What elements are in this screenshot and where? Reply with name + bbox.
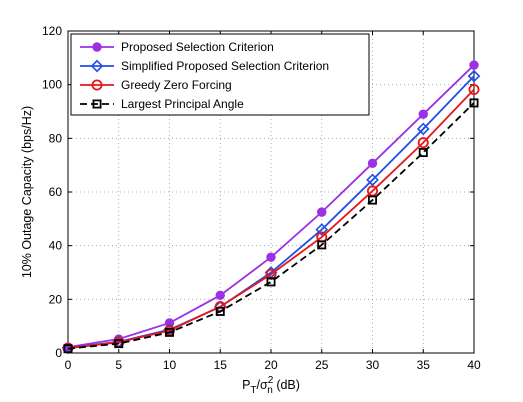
x-axis-label: PT/σ2 n (dB): [242, 375, 300, 396]
legend-marker: [90, 59, 104, 73]
x-axis-label-sub-n: n: [267, 385, 273, 396]
x-axis-label-unit: (dB): [273, 378, 300, 392]
y-tick-label: 20: [49, 292, 63, 306]
y-axis-label: 10% Outage Capacity (bps/Hz): [20, 106, 34, 278]
data-point: [315, 223, 329, 236]
y-tick-label: 0: [55, 346, 62, 360]
y-tick-label: 40: [49, 239, 63, 253]
legend: Proposed Selection Criterion Simplified P…: [70, 33, 370, 116]
data-point: [367, 158, 378, 168]
legend-entry: Largest Principal Angle: [80, 97, 244, 111]
data-point: [366, 185, 378, 197]
data-point: [63, 344, 73, 354]
legend-label: Simplified Proposed Selection Criterion: [121, 59, 329, 73]
y-tick-label: 60: [49, 185, 63, 199]
series-line: [67, 88, 475, 350]
data-point: [468, 83, 480, 95]
data-point: [467, 69, 481, 83]
data-point: [317, 240, 327, 250]
x-tick-label: 10: [163, 358, 177, 372]
series-1: [63, 60, 479, 352]
legend-marker: [91, 79, 103, 91]
series-layer: [61, 60, 481, 355]
data-point: [266, 277, 276, 287]
series-line: [67, 102, 475, 350]
x-tick-label: 0: [65, 358, 72, 372]
data-point: [418, 109, 428, 119]
legend-label: Largest Principal Angle: [121, 97, 244, 111]
data-point: [164, 318, 175, 328]
x-axis-label-main: P: [242, 378, 250, 392]
data-point: [367, 195, 377, 205]
data-point: [469, 60, 479, 70]
data-point: [164, 327, 174, 337]
x-tick-label: 25: [315, 358, 329, 372]
data-point: [418, 148, 428, 158]
legend-entry: Simplified Proposed Selection Criterion: [80, 59, 329, 73]
x-axis-label-sub-t: T: [250, 385, 256, 396]
x-tick-label: 30: [366, 358, 380, 372]
y-tick-label: 120: [42, 24, 62, 38]
data-point: [215, 306, 225, 316]
series-4: [63, 98, 479, 354]
legend-label: Greedy Zero Forcing: [121, 78, 232, 92]
data-point: [114, 339, 124, 349]
data-point: [469, 98, 479, 108]
x-tick-label: 15: [214, 358, 228, 372]
x-tick-label: 5: [115, 358, 122, 372]
x-tick-label: 35: [417, 358, 431, 372]
x-axis-label-sup: 2: [268, 375, 274, 386]
data-point: [215, 290, 225, 301]
legend-marker: [92, 99, 102, 109]
data-point: [366, 173, 379, 187]
legend-entry: Proposed Selection Criterion: [80, 40, 274, 54]
data-point: [266, 252, 276, 262]
data-point: [417, 137, 429, 149]
x-tick-label: 40: [467, 358, 481, 372]
y-tick-label: 80: [49, 131, 63, 145]
legend-entry: Greedy Zero Forcing: [80, 78, 232, 92]
x-axis-label-mid: /σ: [257, 378, 268, 392]
y-tick-label: 100: [42, 78, 62, 92]
legend-label: Proposed Selection Criterion: [121, 40, 274, 54]
data-point: [416, 122, 430, 136]
legend-marker: [92, 42, 102, 52]
x-tick-label: 20: [264, 358, 278, 372]
legend-box: [70, 33, 370, 116]
data-point: [317, 207, 327, 217]
